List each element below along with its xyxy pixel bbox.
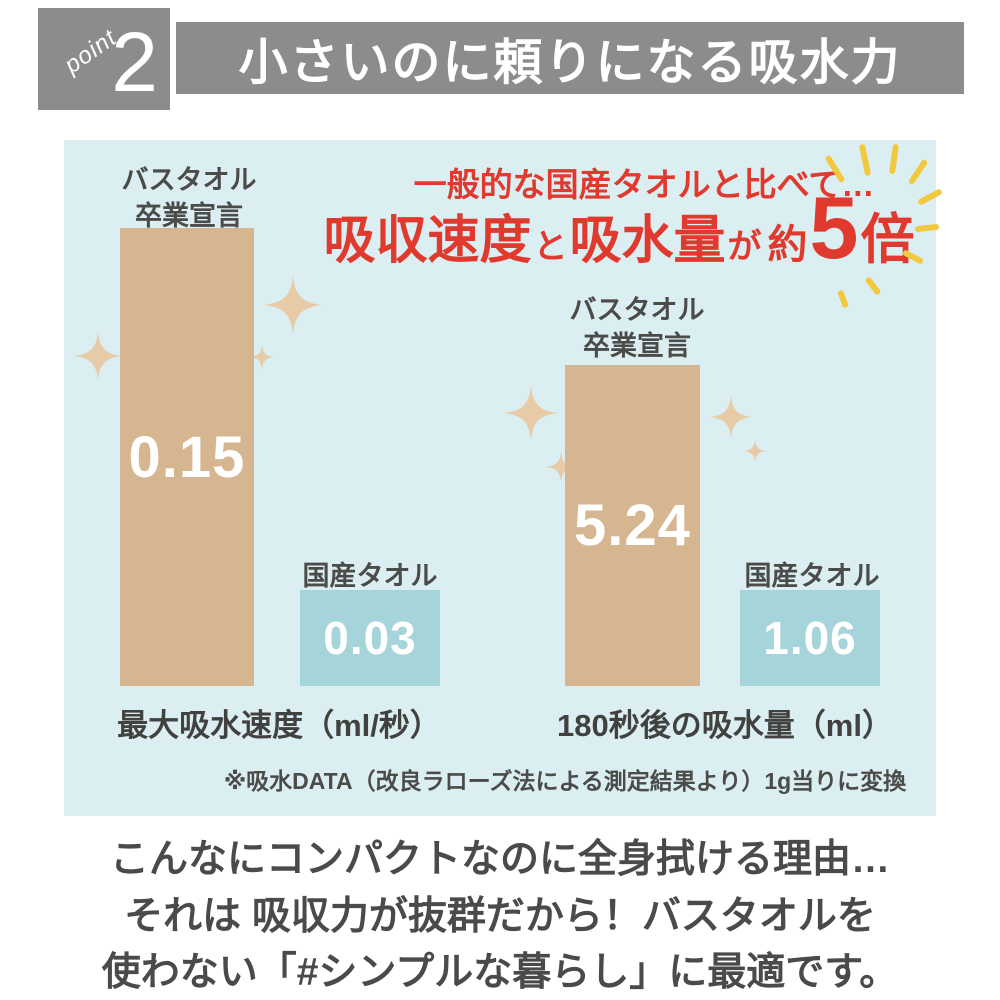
right-tall-bar-label-line2: 卒業宣言 [583,331,691,362]
left-tall-bar-label-line1: バスタオル [121,165,257,195]
point-badge: point 2 [38,8,170,110]
data-source-note: ※吸水DATA（改良ラローズ法による測定結果より）1g当りに変換 [223,768,907,794]
headline-particle: が [727,228,762,266]
left-small-bar-value: 0.03 [323,612,417,664]
sparkle-icon [546,452,576,482]
burst-ray-icon [837,289,849,309]
headline-unit: 倍 [860,210,915,270]
sparkle-icon [250,345,274,369]
left-axis-label: 最大吸水速度（ml/秒） [117,708,441,743]
sparkle-icon [710,396,752,438]
right-small-bar: 1.06 [740,590,880,686]
point-badge-number: 2 [111,15,158,109]
sparkle-icon [744,440,766,462]
headline-part-speed: 吸収速度 [323,212,532,270]
right-small-bar-value: 1.06 [763,612,857,664]
sparkle-icon [264,276,322,334]
sparkle-icon [504,386,558,440]
right-tall-bar: 5.24 [565,365,700,686]
headline-number: 5 [809,178,859,277]
headline-prefix: 一般的な国産タオルと比べて… [413,166,875,203]
comparison-panel: 一般的な国産タオルと比べて… 吸収速度 と 吸水量 が 約 5 倍 [64,140,943,816]
left-tall-bar-label-line2: 卒業宣言 [135,201,243,232]
headline-approx: 約 [767,223,808,267]
bottom-caption: こんなにコンパクトなのに全身拭ける理由… それは 吸収力が抜群だから！バスタオル… [0,832,1000,1000]
right-axis-label: 180秒後の吸水量（ml） [557,708,893,743]
right-tall-bar-label: バスタオル 卒業宣言 [532,292,742,365]
caption-line-2: それは 吸収力が抜群だから！バスタオルを [124,894,876,938]
right-small-bar-label: 国産タオル [744,561,880,591]
right-tall-bar-value: 5.24 [574,493,691,558]
left-small-bar-label: 国産タオル [302,561,438,591]
page-title-text: 小さいのに頼りになる吸水力 [238,35,902,90]
caption-line-1: こんなにコンパクトなのに全身拭ける理由… [109,838,890,881]
headline-conjunction: と [533,228,568,266]
headline-main: 吸収速度 と 吸水量 が 約 5 倍 [294,184,944,274]
page-title: 小さいのに頼りになる吸水力 [176,22,964,94]
left-small-bar: 0.03 [300,590,440,686]
caption-line-3: 使わない「#シンプルな暮らし」に最適です。 [101,951,899,995]
left-tall-bar: 0.15 [120,228,254,686]
headline-part-amount: 吸水量 [569,212,726,270]
burst-ray-icon [864,276,882,296]
right-tall-bar-label-line1: バスタオル [569,295,705,325]
sparkle-icon [74,332,122,380]
left-tall-bar-label: バスタオル 卒業宣言 [84,162,294,235]
left-tall-bar-value: 0.15 [128,424,246,490]
